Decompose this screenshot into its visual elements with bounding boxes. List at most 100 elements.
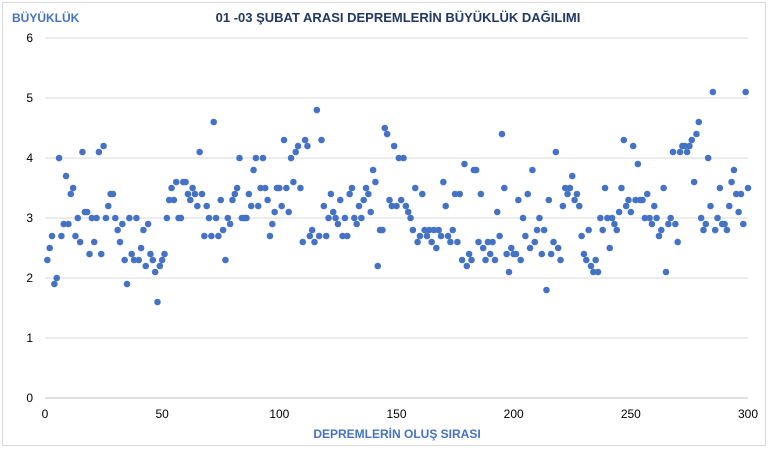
data-point-70: [205, 214, 213, 222]
data-point-285: [709, 88, 717, 96]
data-point-90: [252, 154, 260, 162]
data-point-189: [484, 238, 492, 246]
data-point-226: [571, 196, 578, 204]
x-tick-labels: 0 50 100 150 200 250 300: [42, 407, 759, 421]
data-point-152: [397, 196, 405, 204]
data-point-188: [482, 256, 489, 264]
data-point-111: [301, 136, 309, 144]
data-point-60: [182, 178, 189, 186]
data-point-18: [83, 208, 91, 216]
data-point-100: [276, 184, 283, 192]
data-point-187: [479, 244, 487, 252]
data-point-83: [236, 154, 243, 162]
data-point-236: [594, 268, 602, 276]
data-point-274: [683, 148, 691, 156]
data-point-163: [423, 232, 431, 240]
data-point-218: [552, 148, 560, 156]
data-point-212: [538, 250, 546, 258]
data-point-139: [367, 208, 375, 216]
data-point-95: [264, 196, 271, 204]
data-point-128: [341, 214, 349, 222]
data-point-258: [646, 214, 653, 222]
chart-title: 01 -03 ŞUBAT ARASI DEPREMLERİN BÜYÜKLÜK …: [216, 10, 581, 25]
data-point-234: [590, 268, 597, 276]
data-point-63: [189, 184, 196, 192]
data-point-229: [578, 232, 585, 240]
data-point-145: [381, 124, 389, 132]
data-point-38: [130, 256, 138, 264]
data-point-37: [128, 250, 136, 258]
data-point-71: [208, 232, 215, 240]
data-point-181: [465, 250, 473, 258]
data-point-205: [522, 232, 529, 240]
data-point-93: [259, 154, 267, 162]
data-point-73: [212, 214, 220, 222]
data-point-182: [468, 256, 475, 264]
data-point-82: [233, 184, 241, 192]
data-point-123: [329, 208, 337, 216]
data-point-165: [428, 238, 435, 246]
data-point-213: [540, 226, 548, 234]
y-tick-0: 0: [26, 391, 33, 405]
data-point-283: [704, 154, 712, 162]
data-point-148: [388, 202, 396, 210]
data-point-50: [158, 256, 166, 264]
data-point-290: [721, 220, 728, 228]
y-axis-label: BÜYÜKLÜK: [12, 10, 80, 25]
data-point-72: [210, 118, 218, 126]
data-point-264: [660, 184, 667, 192]
data-point-89: [250, 166, 257, 174]
data-point-297: [737, 190, 745, 198]
data-point-250: [627, 208, 635, 216]
data-point-281: [700, 226, 707, 234]
data-point-175: [451, 190, 459, 198]
data-point-251: [629, 142, 637, 150]
data-point-255: [639, 196, 646, 204]
data-point-69: [203, 202, 210, 210]
data-point-13: [72, 232, 79, 240]
data-point-179: [461, 160, 468, 168]
x-tick-200: 200: [504, 407, 524, 421]
data-point-97: [269, 220, 276, 228]
data-point-91: [254, 202, 262, 210]
data-point-102: [280, 136, 288, 144]
data-point-125: [334, 220, 342, 228]
data-point-46: [149, 256, 157, 264]
data-point-149: [390, 142, 398, 150]
data-point-109: [297, 184, 304, 192]
y-tick-4: 4: [26, 151, 33, 165]
data-point-215: [545, 196, 553, 204]
data-point-131: [348, 184, 356, 192]
data-point-259: [648, 220, 656, 228]
data-point-172: [444, 232, 452, 240]
data-point-243: [611, 220, 618, 228]
data-point-62: [186, 196, 194, 204]
data-point-96: [266, 232, 274, 240]
data-point-174: [449, 226, 457, 234]
data-point-56: [172, 178, 180, 186]
data-point-106: [290, 178, 297, 186]
data-point-121: [325, 214, 332, 222]
data-point-201: [512, 250, 520, 258]
data-point-92: [257, 184, 264, 192]
data-point-30: [112, 214, 119, 222]
data-point-180: [463, 262, 471, 270]
data-point-230: [580, 250, 588, 258]
data-point-277: [690, 178, 698, 186]
data-point-265: [662, 268, 670, 276]
data-point-176: [454, 238, 461, 246]
data-point-81: [231, 190, 239, 198]
data-point-58: [177, 214, 185, 222]
data-point-64: [191, 190, 199, 198]
data-point-3: [48, 232, 56, 240]
data-point-74: [215, 232, 222, 240]
data-point-239: [601, 184, 609, 192]
data-point-134: [355, 202, 363, 210]
data-point-68: [201, 232, 208, 240]
data-point-147: [386, 196, 393, 204]
data-point-293: [728, 178, 735, 186]
data-point-26: [102, 214, 110, 222]
data-point-27: [104, 202, 112, 210]
data-point-144: [379, 226, 386, 234]
data-point-288: [716, 184, 724, 192]
